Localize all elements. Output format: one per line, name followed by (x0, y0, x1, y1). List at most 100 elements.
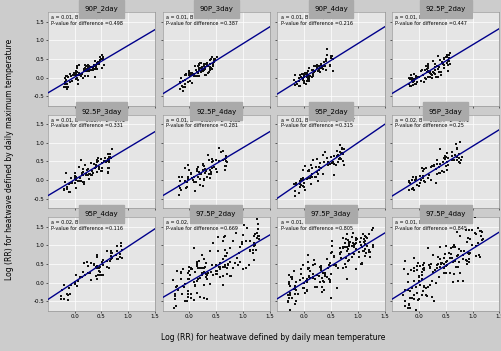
Point (91, 58, 99, 64)
Point (342, 236, 350, 242)
Point (183, 174, 191, 180)
Point (200, 265, 208, 271)
Point (299, 175, 307, 181)
Point (403, 287, 411, 293)
Point (435, 244, 443, 250)
Point (60, 296, 68, 302)
Point (93, 276, 101, 282)
Point (189, 177, 197, 183)
Point (89, 65, 97, 70)
Point (78, 169, 86, 175)
Point (193, 168, 201, 174)
Point (205, 67, 213, 73)
Point (443, 58, 451, 64)
Point (288, 275, 296, 281)
Point (342, 248, 350, 253)
Point (80, 181, 88, 187)
Point (333, 265, 341, 271)
Point (107, 251, 115, 256)
Point (95, 60, 103, 65)
Title: 97.5P_4day: 97.5P_4day (425, 210, 465, 217)
Point (185, 268, 193, 273)
Point (304, 76, 312, 82)
Point (323, 160, 331, 165)
Point (170, 293, 178, 299)
Point (437, 60, 445, 66)
Point (200, 163, 208, 169)
Point (322, 52, 330, 58)
Point (218, 148, 226, 154)
Point (184, 294, 192, 300)
Point (443, 162, 451, 168)
Point (90, 64, 98, 69)
Point (446, 251, 454, 256)
Point (239, 232, 247, 238)
Point (321, 67, 329, 73)
Point (415, 283, 423, 288)
Point (220, 253, 228, 259)
Point (406, 295, 414, 300)
Point (71, 71, 79, 76)
Point (197, 172, 205, 177)
Point (90, 66, 98, 72)
Point (87, 68, 95, 73)
Point (83, 167, 91, 173)
Point (113, 243, 121, 249)
Point (352, 237, 360, 243)
Point (93, 61, 101, 67)
Point (423, 74, 431, 80)
Point (178, 291, 186, 296)
Point (175, 186, 183, 191)
Point (322, 56, 330, 62)
Point (441, 270, 449, 276)
Point (226, 273, 234, 279)
Point (318, 67, 326, 72)
Point (96, 54, 104, 60)
Point (318, 278, 326, 284)
Point (65, 285, 73, 291)
Point (305, 168, 313, 174)
Point (343, 237, 351, 242)
Point (314, 171, 322, 177)
Point (429, 164, 437, 169)
Point (209, 59, 217, 65)
Point (356, 236, 364, 241)
Point (74, 81, 82, 87)
Point (435, 256, 443, 262)
Point (331, 262, 339, 268)
Point (433, 74, 441, 80)
Point (91, 74, 99, 80)
Point (333, 154, 341, 159)
Point (424, 263, 432, 268)
Point (297, 178, 305, 183)
Point (418, 173, 426, 179)
Point (220, 234, 228, 240)
Point (419, 260, 427, 266)
Point (208, 273, 216, 278)
Point (77, 72, 85, 77)
Point (91, 165, 99, 171)
Point (323, 46, 331, 52)
Point (70, 70, 78, 76)
Point (77, 73, 85, 78)
Point (418, 288, 426, 294)
Point (358, 248, 366, 254)
Point (93, 60, 101, 66)
Point (445, 61, 453, 67)
Point (80, 66, 88, 72)
Point (85, 63, 93, 68)
Text: a = 0.01, B = 0.85, r^2 =0.73
P-value for difference =0.498: a = 0.01, B = 0.85, r^2 =0.73 P-value fo… (51, 15, 125, 26)
Point (454, 159, 462, 164)
Point (181, 282, 189, 287)
Point (437, 260, 445, 266)
Point (211, 268, 219, 274)
Point (463, 250, 471, 256)
Point (303, 74, 311, 80)
Point (116, 251, 124, 257)
Point (72, 72, 80, 78)
Point (400, 287, 408, 293)
Point (305, 66, 313, 71)
Point (97, 157, 105, 162)
Point (417, 67, 425, 73)
Point (309, 73, 317, 79)
